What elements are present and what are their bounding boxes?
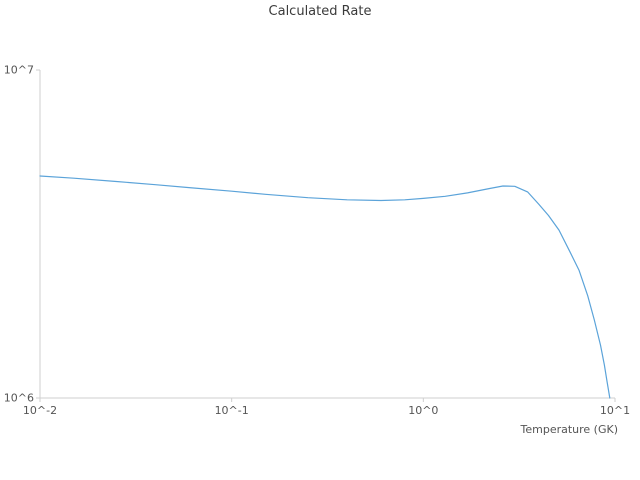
y-tick-label-1: 10^6 xyxy=(3,391,34,405)
chart-title: Calculated Rate xyxy=(268,4,372,19)
x-axis-title: Temperature (GK) xyxy=(520,423,619,436)
x-tick-label-2: 10^0 xyxy=(408,404,439,417)
x-tick-label-3: 10^1 xyxy=(599,404,631,417)
rate-curve xyxy=(39,175,611,399)
y-tick-label-0: 10^7 xyxy=(3,63,34,77)
x-tick-label-0: 10^-2 xyxy=(22,404,58,417)
x-tick-label-1: 10^-1 xyxy=(214,404,249,417)
